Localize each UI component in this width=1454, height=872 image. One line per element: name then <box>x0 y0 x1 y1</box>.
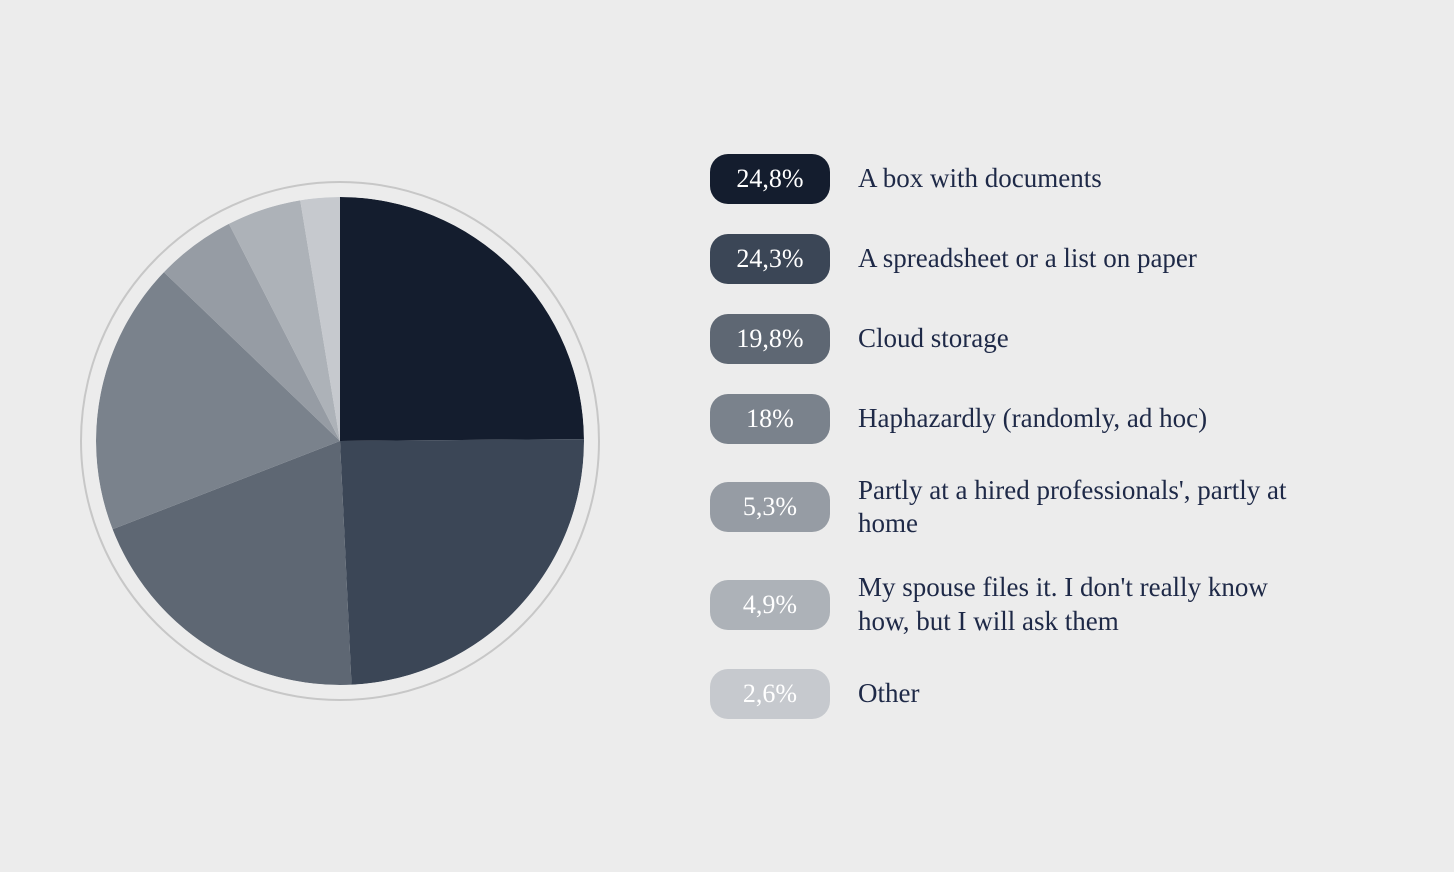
legend-row: 24,3% A spreadsheet or a list on paper <box>710 234 1394 284</box>
legend-row: 18% Haphazardly (randomly, ad hoc) <box>710 394 1394 444</box>
legend-row: 5,3% Partly at a hired professionals', pa… <box>710 474 1394 542</box>
pie-chart <box>96 197 584 685</box>
legend-badge: 24,8% <box>710 154 830 204</box>
legend-badge: 19,8% <box>710 314 830 364</box>
pie-chart-ring <box>80 181 600 701</box>
pie-slice <box>340 439 584 685</box>
legend-badge: 5,3% <box>710 482 830 532</box>
legend-label: A box with documents <box>858 162 1102 196</box>
pie-slice <box>340 197 584 441</box>
legend-row: 24,8% A box with documents <box>710 154 1394 204</box>
chart-container: 24,8% A box with documents 24,3% A spreadsh… <box>0 0 1454 872</box>
legend-badge: 2,6% <box>710 669 830 719</box>
legend-row: 19,8% Cloud storage <box>710 314 1394 364</box>
legend-badge: 24,3% <box>710 234 830 284</box>
legend-label: Cloud storage <box>858 322 1009 356</box>
pie-chart-area <box>80 181 600 701</box>
legend-row: 4,9% My spouse files it. I don't really k… <box>710 571 1394 639</box>
pie-svg <box>96 197 584 685</box>
legend-label: Haphazardly (randomly, ad hoc) <box>858 402 1207 436</box>
legend-badge: 4,9% <box>710 580 830 630</box>
legend-label: Other <box>858 677 919 711</box>
legend: 24,8% A box with documents 24,3% A spreadsh… <box>710 154 1394 719</box>
legend-label: Partly at a hired professionals', partly… <box>858 474 1318 542</box>
legend-badge: 18% <box>710 394 830 444</box>
legend-row: 2,6% Other <box>710 669 1394 719</box>
legend-label: My spouse files it. I don't really know … <box>858 571 1318 639</box>
legend-label: A spreadsheet or a list on paper <box>858 242 1197 276</box>
